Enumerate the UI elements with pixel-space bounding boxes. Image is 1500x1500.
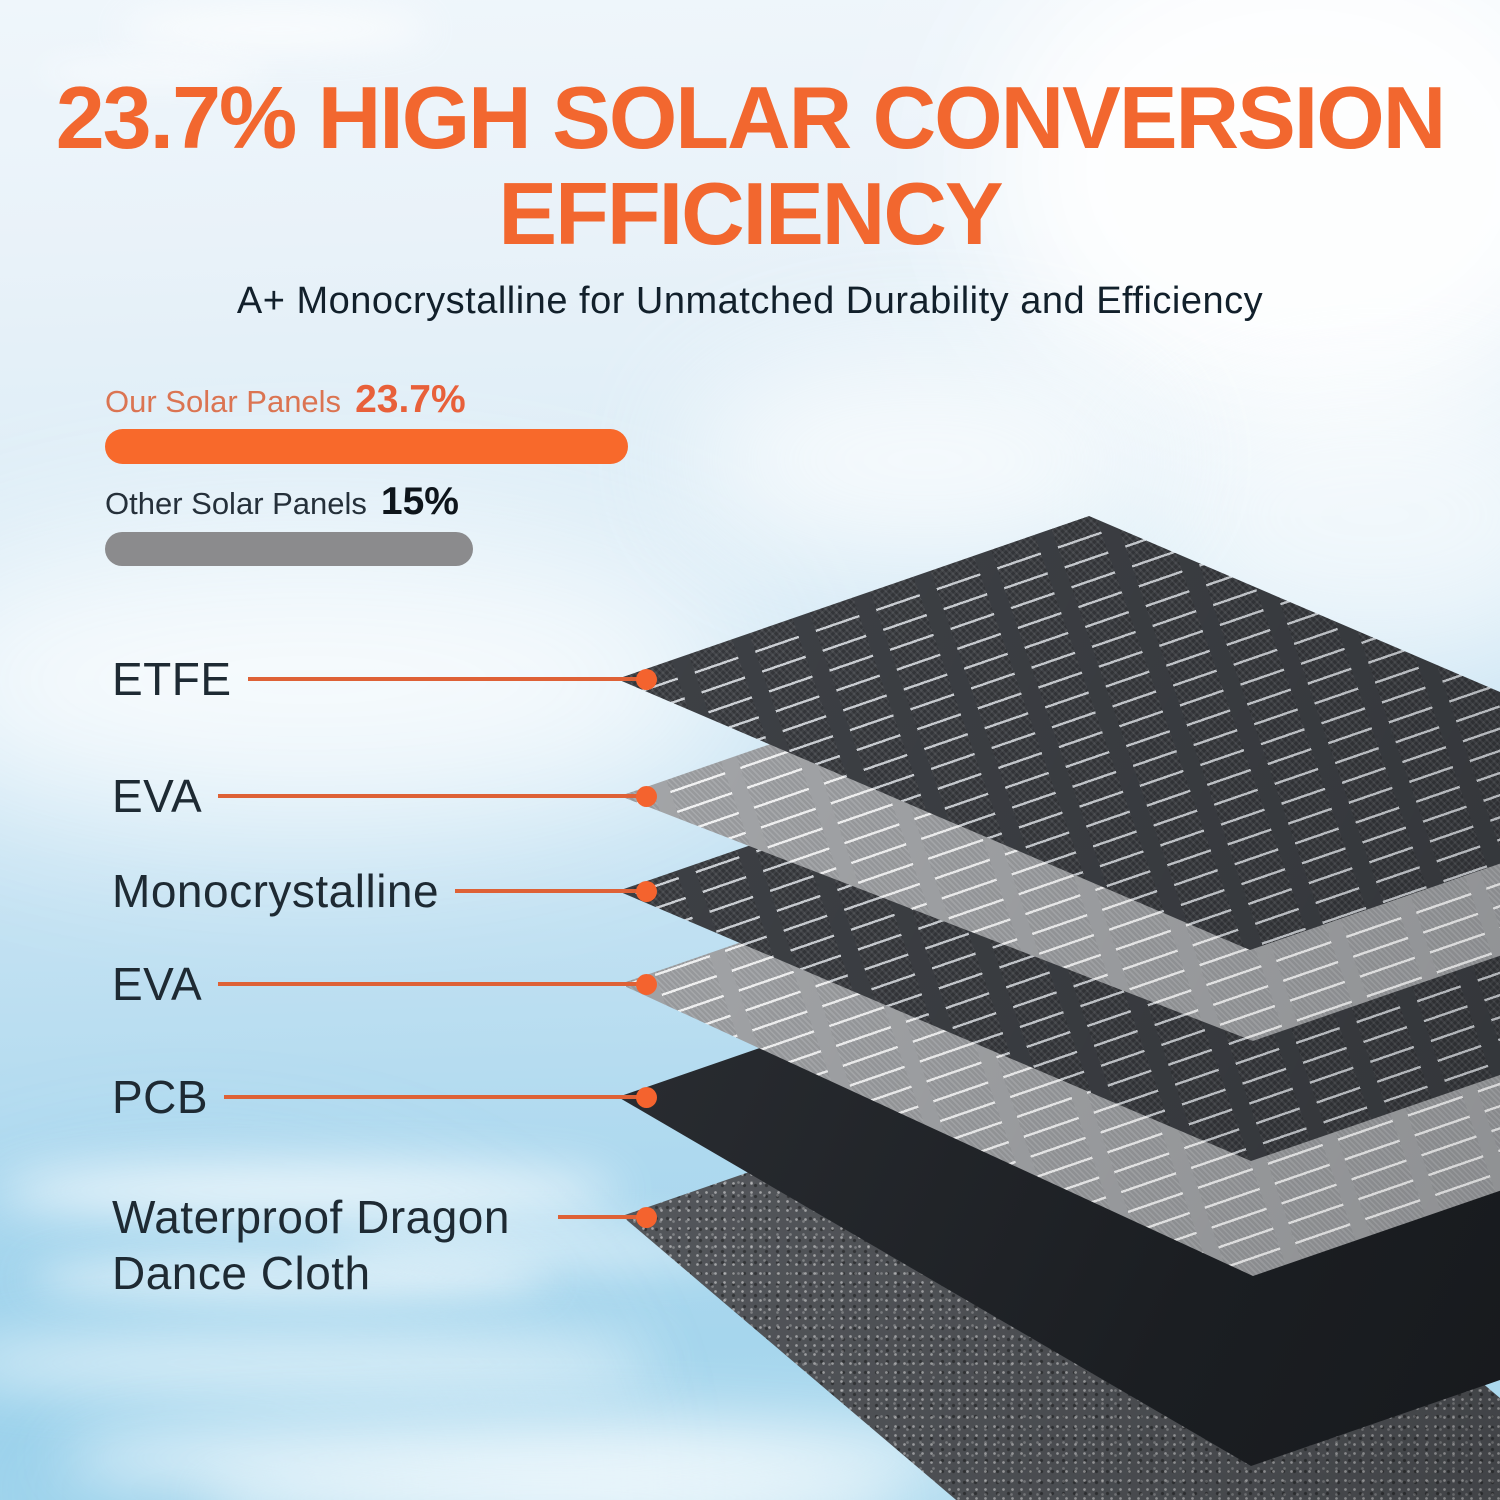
callout-monocrystalline-label: Monocrystalline: [112, 865, 440, 917]
title-line-1: 23.7% HIGH SOLAR CONVERSION: [55, 68, 1447, 167]
title-line-2: EFFICIENCY: [498, 164, 1003, 263]
callout-monocrystalline: Monocrystalline: [112, 863, 657, 919]
leader-dot: [636, 1207, 657, 1228]
page-subtitle: A+ Monocrystalline for Unmatched Durabil…: [236, 280, 1264, 322]
our-panels-bar: [105, 429, 628, 464]
callout-eva-bottom-label: EVA: [112, 958, 203, 1010]
other-panels-label-row: Other Solar Panels 15%: [105, 480, 459, 524]
callout-eva-bottom: EVA: [112, 956, 657, 1012]
callout-pcb-label: PCB: [112, 1071, 209, 1123]
callout-etfe: ETFE: [112, 651, 657, 707]
other-panels-bar: [105, 532, 473, 566]
leader-dot: [636, 881, 657, 902]
cloud: [120, 8, 430, 50]
leader-dot: [636, 974, 657, 995]
leader-dot: [636, 669, 657, 690]
leader-line: [218, 794, 638, 798]
our-panels-label-row: Our Solar Panels 23.7%: [105, 378, 466, 422]
leader-dot: [636, 1087, 657, 1108]
page-title: 23.7% HIGH SOLAR CONVERSION EFFICIENCY: [0, 70, 1500, 262]
other-panels-value: 15%: [380, 480, 459, 523]
other-panels-label: Other Solar Panels: [105, 486, 367, 521]
our-panels-value: 23.7%: [355, 378, 466, 421]
leader-line: [455, 889, 638, 893]
callout-waterproof-cloth: Waterproof Dragon Dance Cloth: [112, 1189, 657, 1301]
cloud: [40, 58, 270, 86]
callout-etfe-label: ETFE: [112, 653, 232, 705]
callout-waterproof-cloth-label: Waterproof Dragon Dance Cloth: [112, 1191, 510, 1299]
callout-eva-top: EVA: [112, 768, 657, 824]
cloud: [0, 1328, 660, 1398]
leader-line: [558, 1215, 638, 1219]
leader-line: [218, 982, 638, 986]
leader-line: [224, 1095, 638, 1099]
callout-pcb: PCB: [112, 1069, 657, 1125]
callout-eva-top-label: EVA: [112, 770, 203, 822]
leader-dot: [636, 786, 657, 807]
cloud: [0, 1162, 620, 1220]
leader-line: [247, 677, 638, 681]
our-panels-label: Our Solar Panels: [105, 384, 342, 419]
